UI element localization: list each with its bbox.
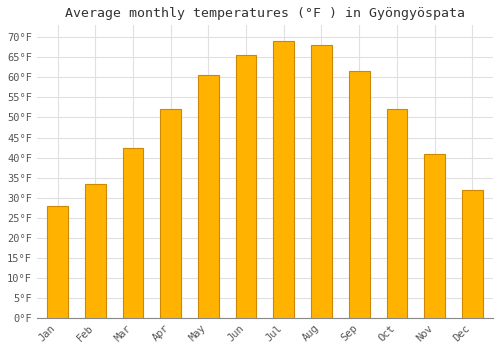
Bar <box>85 184 105 318</box>
Bar <box>386 110 407 318</box>
Bar <box>274 41 294 318</box>
Bar <box>311 45 332 318</box>
Bar <box>47 206 68 318</box>
Title: Average monthly temperatures (°F ) in Gyöngyöspata: Average monthly temperatures (°F ) in Gy… <box>65 7 465 20</box>
Bar <box>424 154 445 318</box>
Bar <box>122 147 144 318</box>
Bar <box>198 75 218 318</box>
Bar <box>160 110 181 318</box>
Bar <box>349 71 370 318</box>
Bar <box>462 190 482 318</box>
Bar <box>236 55 256 318</box>
